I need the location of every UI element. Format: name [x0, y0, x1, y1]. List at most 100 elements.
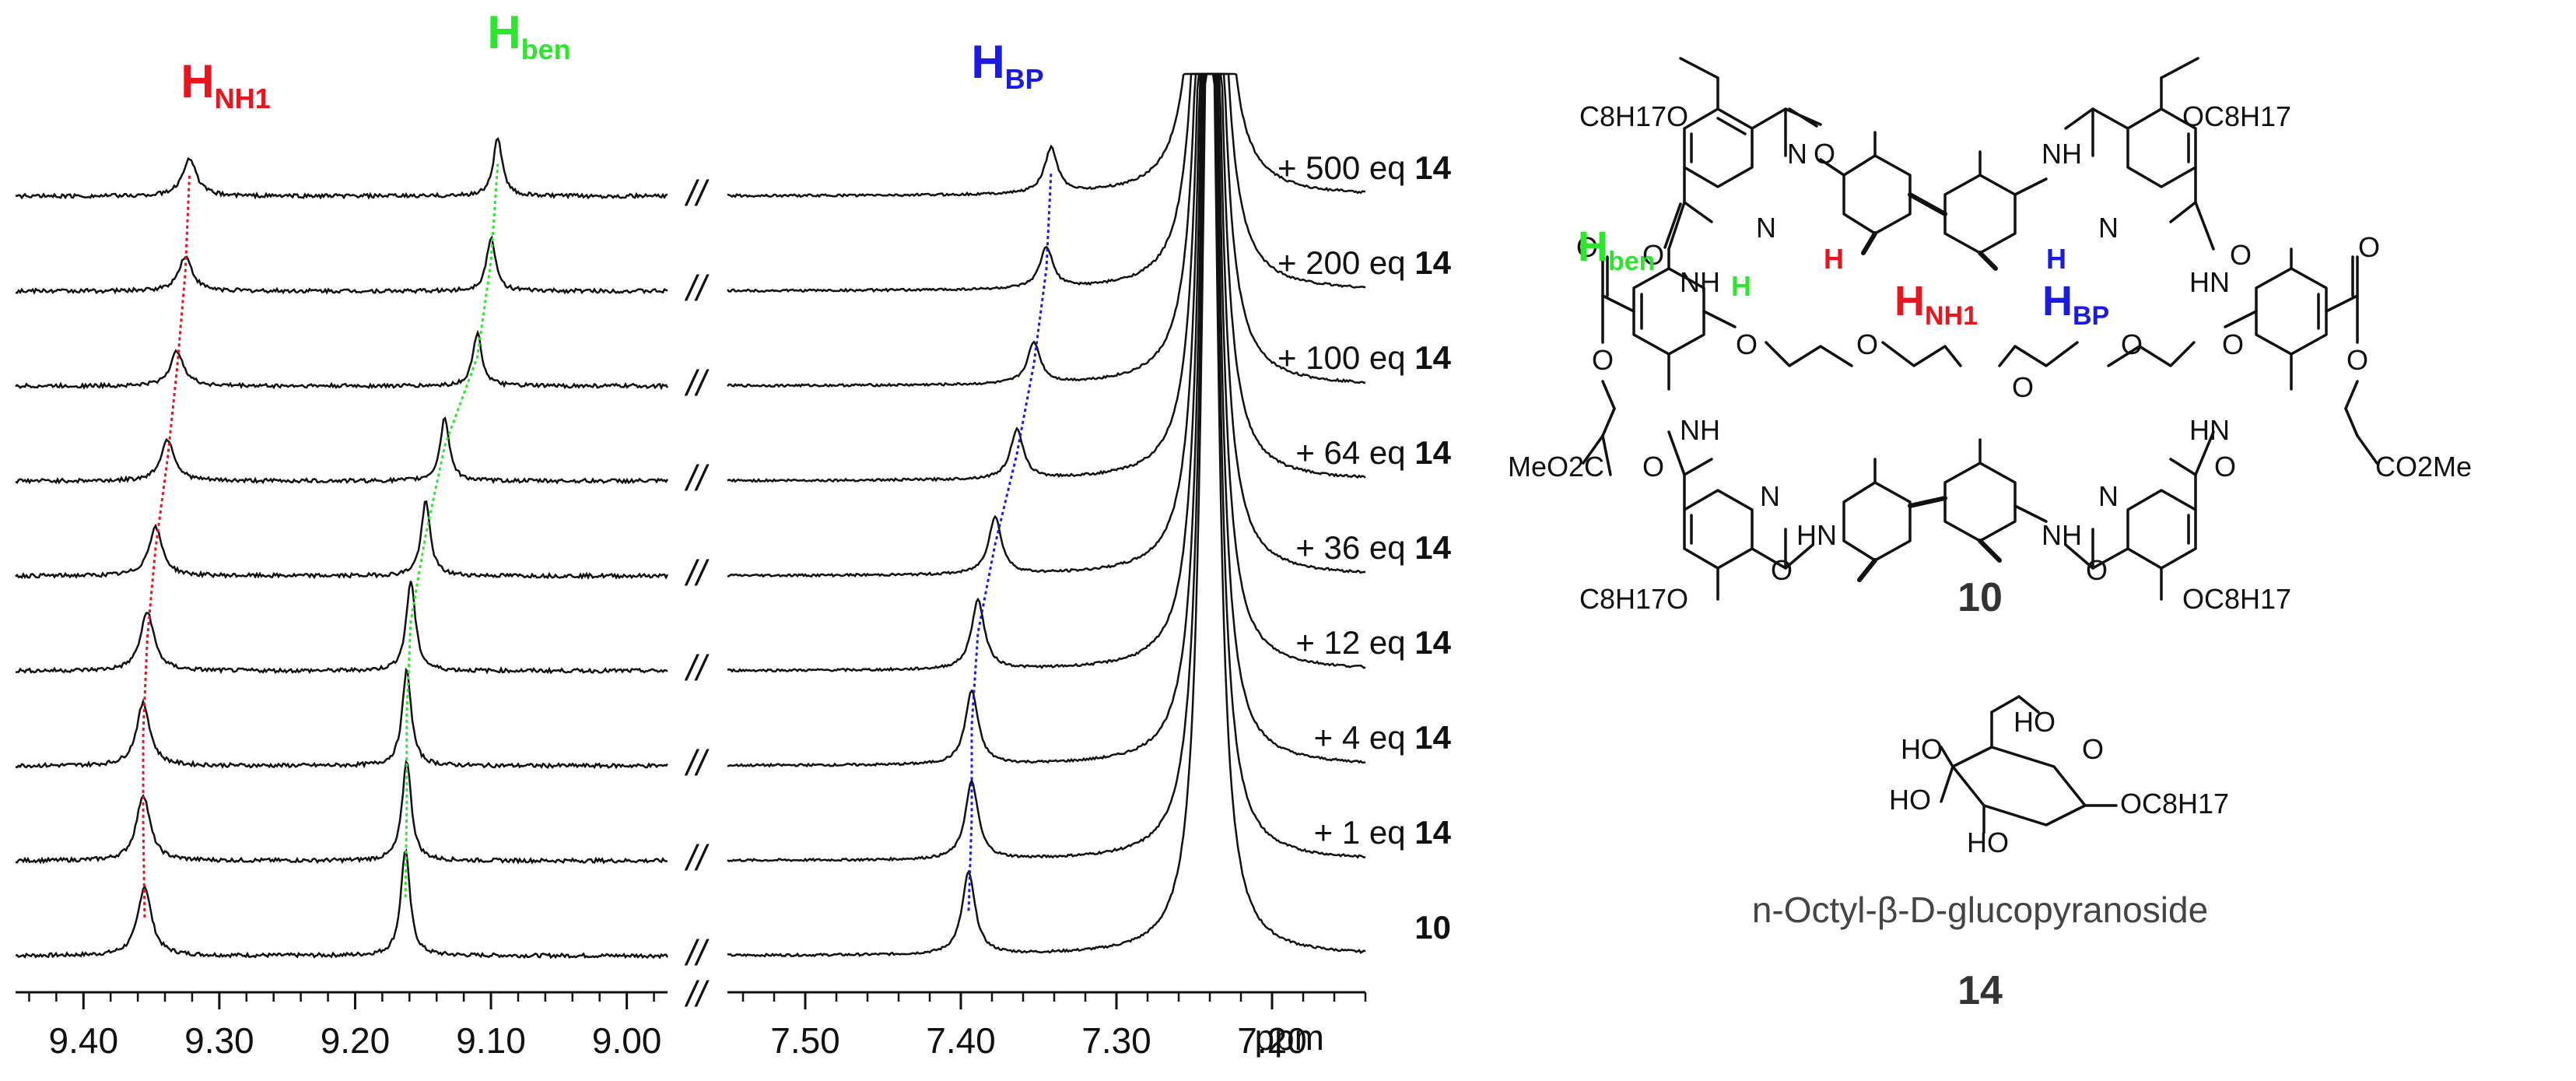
- bond: [1679, 57, 1719, 79]
- bond: [1601, 380, 1616, 410]
- spectrum-trace-right: [727, 72, 1366, 958]
- trace-break-mark: //: [684, 742, 710, 783]
- atom-label: O: [2086, 554, 2108, 586]
- methyl: [1861, 231, 1877, 255]
- bond: [2064, 107, 2094, 130]
- atom-label: HO: [1901, 733, 1943, 765]
- x-tick-label: 7.40: [926, 1020, 996, 1061]
- bond: [2169, 458, 2197, 476]
- axis-break-marks: // // // // // // // // //: [684, 173, 710, 973]
- trace-label: + 500 eq 14: [1277, 149, 1452, 186]
- atom-label: O: [1576, 231, 1598, 263]
- x-tick-label: 7.30: [1081, 1020, 1151, 1061]
- atom-label: O: [2346, 344, 2368, 376]
- atom-label: N: [2098, 480, 2119, 512]
- atom-label: OC8H17: [2182, 583, 2291, 615]
- bond: [1940, 765, 1954, 803]
- compound-number-10: 10: [1957, 575, 2003, 620]
- atom-label: O: [2222, 328, 2244, 360]
- atom-label: HN: [1796, 519, 1837, 551]
- bond: [1702, 310, 1737, 328]
- bond: [1663, 202, 1682, 249]
- x-tick-label: 9.00: [592, 1020, 662, 1061]
- bond: [1601, 294, 1635, 313]
- trace-label: + 36 eq 14: [1295, 529, 1451, 566]
- pyranose-ring: [1951, 746, 2087, 827]
- trace-break-mark: //: [684, 363, 710, 403]
- trace-label: + 200 eq 14: [1277, 244, 1452, 281]
- atom-label: HO: [1967, 827, 2009, 858]
- atom-label: N: [1760, 480, 1780, 512]
- bond: [1601, 407, 1616, 437]
- trace-label: + 1 eq 14: [1314, 814, 1452, 851]
- x-tick-label: 9.20: [321, 1020, 391, 1061]
- x-axis-unit-label: ppm: [1255, 1017, 1324, 1058]
- macrocycle-atom-labels: C8H17O OC8H17 C8H17O OC8H17 N O NH N N O…: [1508, 100, 2472, 620]
- atom-label: C8H17O: [1579, 100, 1688, 132]
- atom-label: C8H17O: [1579, 583, 1688, 615]
- methyl: [1978, 539, 2002, 563]
- trace-labels: 10 + 1 eq 14 + 4 eq 14 + 12 eq 14 + 36 eq 14…: [1277, 149, 1452, 946]
- atom-label: O: [1771, 554, 1793, 586]
- benzene-ring-right: [2255, 267, 2328, 356]
- atom-label: HO: [2013, 706, 2056, 738]
- bond: [2013, 504, 2048, 523]
- atom-label: MeO2C: [1508, 451, 1604, 483]
- spectrum-traces: [15, 72, 1366, 960]
- bond: [1788, 107, 1818, 128]
- spectrum-trace-left: [16, 235, 668, 296]
- spectrum-trace-right: [727, 72, 1366, 293]
- shift-guide-h-ben: [404, 163, 499, 897]
- bond: [1751, 107, 1787, 130]
- biphenyl-ring-bottom-left: [1842, 481, 1912, 562]
- atom-label: O: [2214, 451, 2236, 483]
- biaryl-bond: [1908, 192, 1947, 216]
- peak-label-h-bp: HBP: [971, 36, 1043, 95]
- shift-guide-h-bp: [967, 171, 1053, 911]
- ring-double-bond: [1716, 117, 1747, 135]
- bond: [2064, 543, 2094, 570]
- glycol-chain: [1998, 341, 2079, 367]
- bond: [2017, 695, 2040, 714]
- bond: [1601, 434, 1612, 476]
- bond: [1667, 201, 1686, 251]
- proton-label-hbp: HBP: [2042, 278, 2109, 331]
- compound-number-14: 14: [1957, 968, 2003, 1013]
- pyridine-ring-top-left: [1683, 107, 1754, 188]
- biphenyl-ring-top-right: [1943, 174, 2017, 254]
- bond: [2013, 177, 2048, 196]
- atom-label: O: [2121, 328, 2143, 360]
- nmr-titration-chart: ////////////////// 9.40 9.30 9.20 9.10 9.00 7…: [15, 6, 1452, 1061]
- atom-label: O: [2012, 371, 2034, 403]
- macrocycle-10-structure: [1582, 57, 2378, 601]
- spectrum-trace-right: [727, 72, 1366, 578]
- x-tick-label: 9.30: [184, 1020, 254, 1061]
- proton-label-h-bp-atom: H: [2046, 243, 2066, 275]
- spectrum-trace-left: [15, 848, 669, 960]
- bond: [2224, 310, 2258, 328]
- atom-label: NH: [2042, 138, 2082, 170]
- spectrum-trace-left: [15, 667, 668, 770]
- bond: [1751, 547, 1787, 570]
- trace-break-mark: //: [684, 458, 710, 498]
- atom-label: N: [1756, 212, 1776, 244]
- spectrum-trace-left: [15, 416, 669, 485]
- bond: [2325, 294, 2359, 313]
- guest-compound-name: n-Octyl-β-D-glucopyranoside: [1752, 890, 2208, 930]
- x-tick-label: 9.10: [456, 1020, 526, 1061]
- spectrum-trace-right: [727, 72, 1366, 673]
- glycol-chain: [1765, 341, 1853, 367]
- atom-label: O: [1736, 328, 1758, 360]
- atom-label: N: [1787, 138, 1807, 170]
- bond: [1784, 543, 1814, 570]
- trace-break-mark: //: [684, 932, 710, 973]
- bond: [1940, 746, 1954, 768]
- glycol-chain: [2107, 341, 2196, 367]
- biaryl-bond: [1908, 496, 1947, 508]
- pyridine-ring-bottom-right: [2126, 489, 2197, 570]
- x-tick-label: 7.20: [1237, 1020, 1307, 1061]
- trace-label: + 4 eq 14: [1314, 719, 1452, 756]
- glycol-chain: [1881, 341, 1962, 367]
- spectrum-trace-right: [727, 72, 1366, 863]
- glucopyranoside-14-structure: [1940, 695, 2118, 834]
